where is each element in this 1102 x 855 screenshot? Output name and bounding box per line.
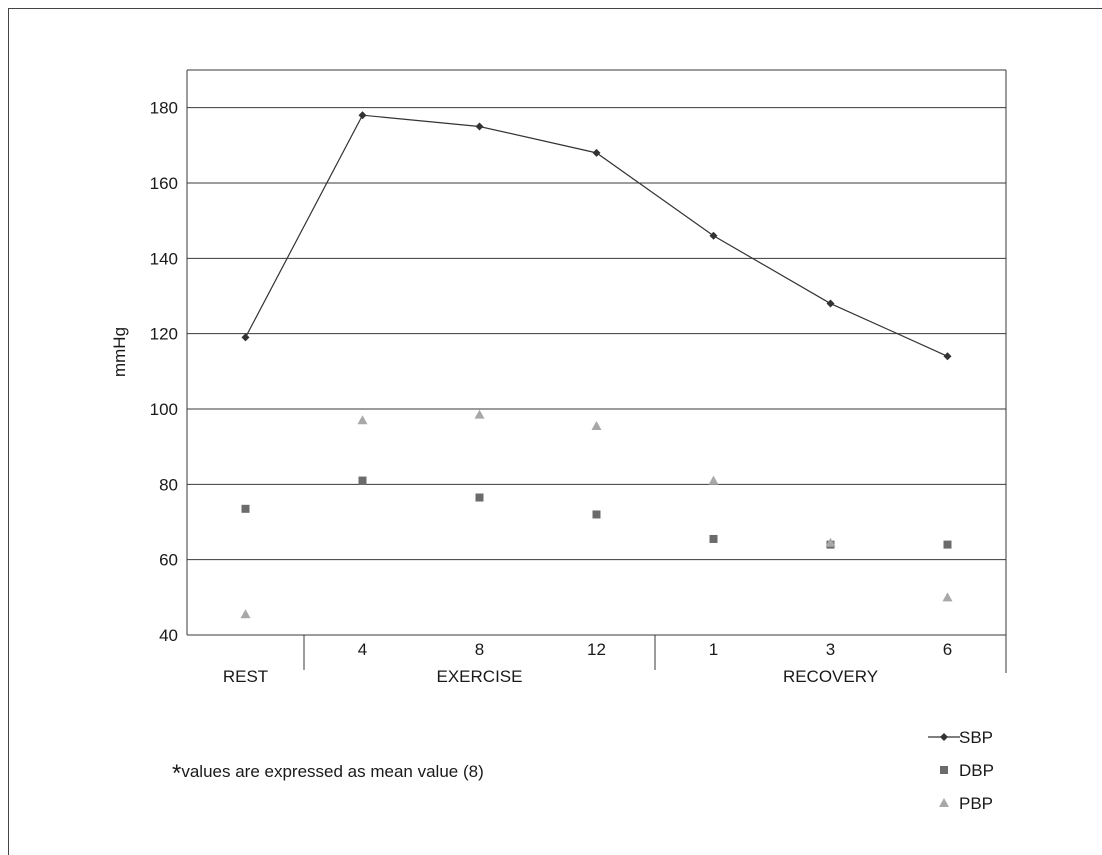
- pbp-point-2: [474, 409, 485, 419]
- footnote-text: values are expressed as mean value (8): [181, 762, 484, 781]
- sbp-point-5: [826, 299, 835, 308]
- sbp-point-4: [709, 231, 718, 240]
- sbp-point-2: [475, 122, 484, 131]
- legend-dbp-label: DBP: [959, 761, 994, 780]
- legend-sbp-label: SBP: [959, 728, 993, 747]
- dbp-point-1: [358, 476, 367, 485]
- pbp-point-0: [240, 609, 251, 619]
- footnote-star: *: [172, 760, 182, 787]
- legend-pbp-marker: [939, 798, 949, 807]
- x-tick-2: 8: [475, 640, 484, 659]
- dbp-point-0: [241, 504, 250, 513]
- legend: SBP DBP PBP: [928, 728, 994, 813]
- group-label-2: RECOVERY: [783, 667, 878, 686]
- sbp-point-6: [943, 352, 952, 361]
- pbp-point-1: [357, 415, 368, 425]
- dbp-point-2: [475, 493, 484, 502]
- legend-sbp-marker: [940, 733, 948, 741]
- sbp-point-3: [592, 148, 601, 157]
- legend-dbp-marker: [940, 766, 948, 774]
- pbp-point-3: [591, 420, 602, 430]
- group-label-1: EXERCISE: [437, 667, 523, 686]
- x-tick-6: 6: [943, 640, 952, 659]
- x-tick-4: 1: [709, 640, 718, 659]
- y-tick-120: 120: [150, 325, 178, 344]
- legend-pbp-label: PBP: [959, 794, 993, 813]
- group-label-0: REST: [223, 667, 268, 686]
- gridlines: [187, 107, 1006, 561]
- y-tick-160: 160: [150, 174, 178, 193]
- x-tick-labels: 4 8 12 1 3 6 REST EXERCISE RECOVERY: [223, 640, 952, 686]
- y-tick-140: 140: [150, 249, 178, 268]
- x-tick-1: 4: [358, 640, 367, 659]
- y-tick-100: 100: [150, 400, 178, 419]
- sbp-point-0: [241, 333, 250, 342]
- y-tick-labels: 40 60 80 100 120 140 160 180: [150, 99, 178, 645]
- dbp-point-6: [943, 540, 952, 549]
- dbp-point-4: [709, 534, 718, 543]
- y-axis-label: mmHg: [110, 327, 129, 377]
- x-tick-5: 3: [826, 640, 835, 659]
- series-layer: [240, 111, 953, 619]
- sbp-point-1: [358, 111, 367, 120]
- y-tick-60: 60: [159, 551, 178, 570]
- y-tick-180: 180: [150, 99, 178, 118]
- pbp-point-6: [942, 592, 953, 602]
- x-tick-3: 12: [587, 640, 606, 659]
- axes: [186, 69, 1007, 673]
- pbp-point-4: [708, 475, 719, 485]
- pbp-point-5: [825, 537, 836, 547]
- figure-frame: [8, 8, 1102, 855]
- footnote: *values are expressed as mean value (8): [172, 760, 484, 788]
- y-tick-40: 40: [159, 626, 178, 645]
- dbp-point-3: [592, 510, 601, 519]
- y-tick-80: 80: [159, 475, 178, 494]
